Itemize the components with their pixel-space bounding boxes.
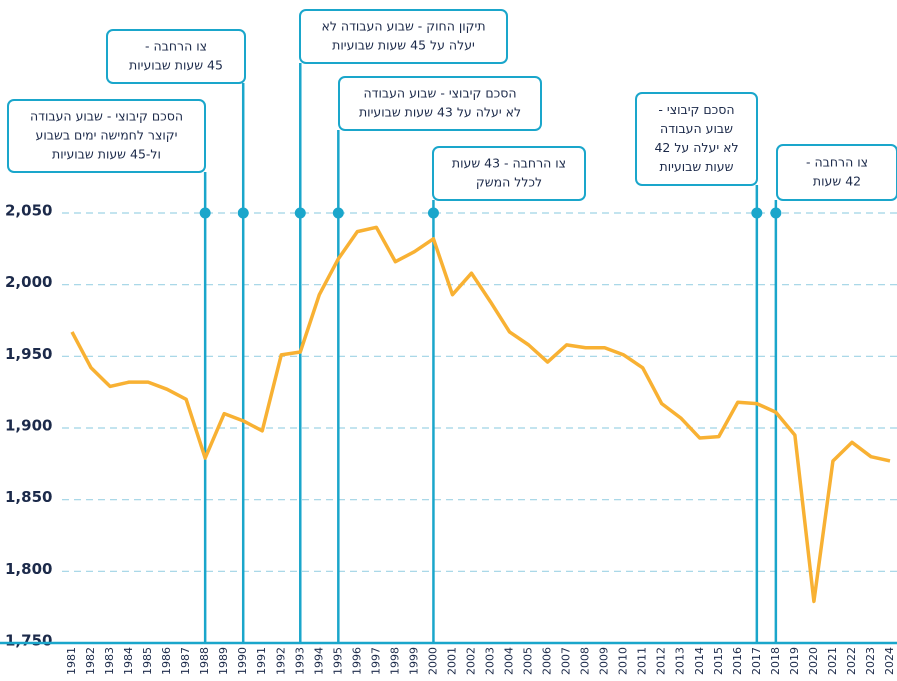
annotation-box xyxy=(635,92,758,186)
x-tick-label: 1983 xyxy=(103,647,116,675)
y-tick-label: 1,950 xyxy=(5,345,52,363)
annotation-dot xyxy=(199,207,211,219)
x-tick-label: 2017 xyxy=(750,647,763,675)
x-tick-label: 2024 xyxy=(883,647,896,675)
x-tick-label: 2018 xyxy=(769,647,782,675)
x-tick-label: 2000 xyxy=(426,647,439,675)
annotation-dot xyxy=(294,207,306,219)
x-tick-label: 2021 xyxy=(826,647,839,675)
annotation-box xyxy=(299,9,508,64)
x-tick-label: 2007 xyxy=(560,647,573,675)
annotation-box xyxy=(338,76,542,131)
x-tick-label: 2008 xyxy=(579,647,592,675)
x-tick-label: 1982 xyxy=(84,647,97,675)
x-tick-label: 2014 xyxy=(693,647,706,675)
x-tick-label: 1996 xyxy=(350,647,363,675)
x-tick-label: 2015 xyxy=(712,647,725,675)
annotation-dot xyxy=(237,207,249,219)
x-tick-label: 1985 xyxy=(141,647,154,675)
annotation-text: לא יעלה על 42 xyxy=(654,140,738,155)
annotation-text: לא יעלה על 43 שעות שבועיות xyxy=(359,105,521,120)
annotation-text: יעלה על 45 שעות שבועיות xyxy=(332,38,475,53)
y-tick-label: 1,750 xyxy=(5,632,52,650)
annotation-text: שבוע העבודה xyxy=(660,121,733,136)
x-tick-label: 1984 xyxy=(122,647,135,675)
annotation-text: לכלל המשק xyxy=(476,175,542,190)
annotation-text: צו הרחבה - xyxy=(145,39,207,54)
annotation-dot xyxy=(770,207,782,219)
annotation-text: הסכם קיבוצי - שבוע העבודה xyxy=(363,86,516,101)
annotation-text: יקוצר לחמישה ימים בשבוע xyxy=(36,128,178,143)
data-line xyxy=(70,225,891,604)
annotation-box xyxy=(776,144,897,201)
x-tick-label: 2005 xyxy=(522,647,535,675)
x-tick-label: 1987 xyxy=(179,647,192,675)
x-tick-label: 1993 xyxy=(293,647,306,675)
x-tick-label: 1988 xyxy=(198,647,211,675)
x-tick-label: 2019 xyxy=(788,647,801,675)
annotation-text: הסכם קיבוצי - xyxy=(658,102,734,117)
x-tick-label: 2013 xyxy=(674,647,687,675)
annotation-text: 42 שעות xyxy=(813,174,861,189)
x-tick-label: 2011 xyxy=(636,647,649,675)
y-tick-label: 1,900 xyxy=(5,417,52,435)
x-tick-label: 2020 xyxy=(807,647,820,675)
x-tick-label: 2003 xyxy=(484,647,497,675)
x-tick-label: 1999 xyxy=(407,647,420,675)
x-tick-label: 2023 xyxy=(864,647,877,675)
annotation-text: ול-45 שעות שבועיות xyxy=(52,147,161,162)
annotation-text: צו הרחבה - xyxy=(806,155,868,170)
x-tick-label: 2022 xyxy=(845,647,858,675)
x-tick-label: 2009 xyxy=(598,647,611,675)
x-tick-label: 1994 xyxy=(312,647,325,675)
x-tick-label: 1997 xyxy=(369,647,382,675)
y-tick-label: 1,800 xyxy=(5,560,52,578)
y-tick-label: 2,050 xyxy=(5,202,52,220)
x-tick-label: 1990 xyxy=(236,647,249,675)
y-tick-label: 2,000 xyxy=(5,273,52,291)
x-tick-label: 2016 xyxy=(731,647,744,675)
x-tick-label: 1989 xyxy=(217,647,230,675)
x-tick-label: 1998 xyxy=(388,647,401,675)
x-tick-label: 2010 xyxy=(617,647,630,675)
annotation-text: 45 שעות שבועיות xyxy=(129,58,223,73)
x-tick-label: 1995 xyxy=(331,647,344,675)
x-tick-label: 2002 xyxy=(464,647,477,675)
x-tick-label: 2006 xyxy=(541,647,554,675)
x-tick-label: 1992 xyxy=(274,647,287,675)
annotation-dot xyxy=(427,207,439,219)
x-tick-label: 1991 xyxy=(255,647,268,675)
annotation-box xyxy=(7,99,206,173)
annotation-text: שעות שבועיות xyxy=(659,159,733,174)
annotation-box xyxy=(432,146,586,201)
annotation-box xyxy=(106,29,246,84)
annotation-dot xyxy=(751,207,763,219)
x-tick-label: 2001 xyxy=(445,647,458,675)
x-tick-label: 2004 xyxy=(503,647,516,675)
x-tick-label: 2012 xyxy=(655,647,668,675)
annotation-text: תיקון החוק - שבוע העבודה לא xyxy=(321,19,485,34)
annotation-text: צו הרחבה - 43 שעות xyxy=(452,156,566,171)
x-tick-label: 1986 xyxy=(160,647,173,675)
annotation-dot xyxy=(332,207,344,219)
annotation-text: הסכם קיבוצי - שבוע העבודה xyxy=(30,109,183,124)
x-tick-label: 1981 xyxy=(65,647,78,675)
y-tick-label: 1,850 xyxy=(5,488,52,506)
